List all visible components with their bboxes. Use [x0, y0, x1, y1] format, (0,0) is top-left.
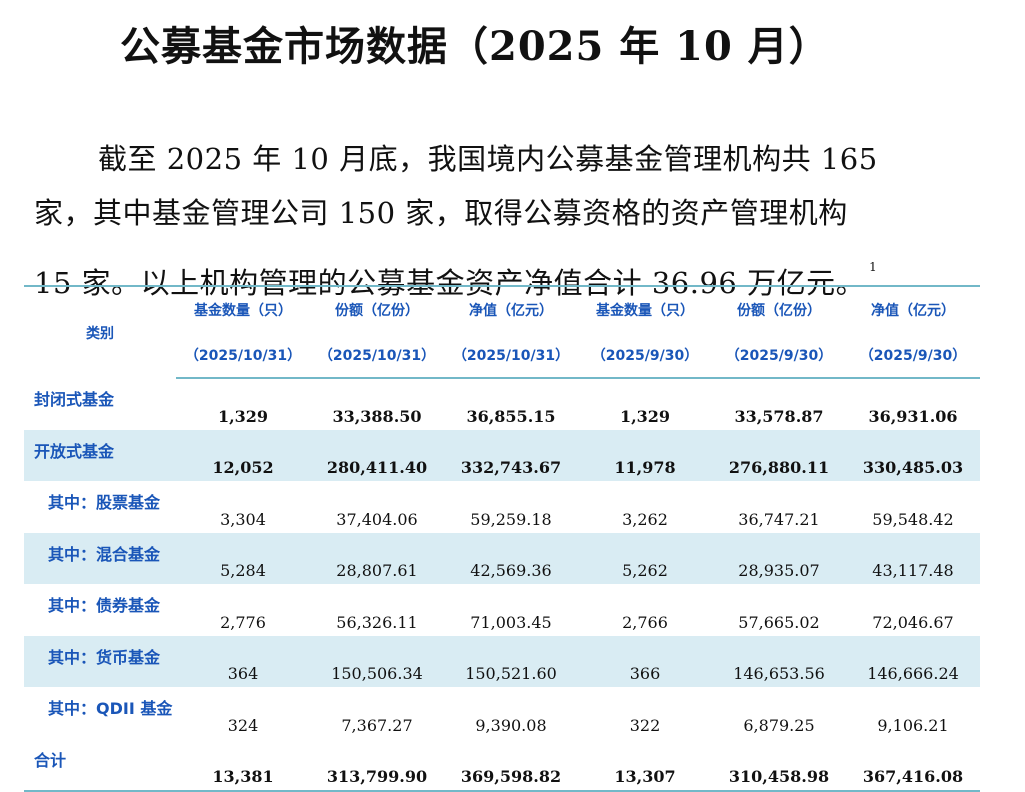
column-header-name: 份额（亿份） [737, 303, 821, 319]
table-cell: 57,665.02 [738, 612, 820, 632]
table-cell: 332,743.67 [444, 429, 578, 481]
category-header: 类别 [86, 325, 114, 342]
column-header-name: 净值（亿元） [469, 303, 553, 319]
table-cell: 146,666.24 [846, 635, 980, 687]
table-cell: 59,259.18 [470, 509, 552, 529]
table-cell: 43,117.48 [846, 532, 980, 584]
table-cell: 33,388.50 [332, 406, 422, 426]
column-header-date: （2025/10/31） [176, 333, 310, 379]
table-cell: 36,855.15 [466, 406, 556, 426]
table-cell: 276,880.11 [712, 429, 846, 481]
table-cell: 28,935.07 [712, 532, 846, 584]
table-cell: 13,381 [212, 767, 274, 786]
table-cell: 324 [227, 715, 259, 735]
table-row-total: 合计 13,381 313,799.90 369,598.82 13,307 3… [24, 739, 980, 792]
table-cell: 37,404.06 [336, 509, 418, 529]
summary-paragraph: 截至 2025 年 10 月底，我国境内公募基金管理机构共 165 家，其中基金… [34, 132, 914, 310]
row-label: 其中：混合基金 [24, 532, 176, 584]
table-cell: 71,003.45 [470, 612, 552, 632]
table-cell: 6,879.25 [743, 715, 815, 735]
row-label: 其中：股票基金 [48, 493, 161, 512]
column-header-name: 份额（亿份） [335, 303, 419, 319]
table-cell: 367,416.08 [862, 767, 964, 786]
table-cell: 322 [629, 715, 661, 735]
paragraph-line-1: 截至 2025 年 10 月底，我国境内公募基金管理机构共 165 [98, 142, 878, 176]
table-cell: 146,653.56 [712, 635, 846, 687]
table-cell: 369,598.82 [460, 767, 562, 786]
column-header-name: 基金数量（只） [596, 303, 694, 319]
column-header-date: （2025/10/31） [310, 333, 444, 379]
table-cell: 364 [176, 635, 310, 687]
column-header-date: （2025/9/30） [846, 333, 980, 379]
fund-data-table: 类别 基金数量（只） 份额（亿份） 净值（亿元） 基金数量（只） 份额（亿份） … [24, 285, 980, 792]
row-label: 其中：QDII 基金 [48, 699, 173, 718]
table-cell: 1,329 [217, 406, 269, 426]
table-header-row: 类别 基金数量（只） 份额（亿份） 净值（亿元） 基金数量（只） 份额（亿份） … [24, 286, 980, 342]
table-row: 其中：QDII 基金 324 7,367.27 9,390.08 322 6,8… [24, 687, 980, 739]
paragraph-line-2: 家，其中基金管理公司 150 家，取得公募资格的资产管理机构 [34, 196, 848, 230]
column-header-date: （2025/10/31） [444, 333, 578, 379]
table-cell: 33,578.87 [734, 406, 824, 426]
table-cell: 12,052 [176, 429, 310, 481]
row-label: 封闭式基金 [34, 390, 115, 409]
paragraph-line-3-text: 15 家。以上机构管理的公募基金资产净值合计 36.96 万亿元。 [34, 266, 866, 300]
table-cell: 310,458.98 [728, 767, 830, 786]
table-header-date-row: （2025/10/31） （2025/10/31） （2025/10/31） （… [24, 333, 980, 379]
table-row: 其中：股票基金 3,304 37,404.06 59,259.18 3,262 … [24, 481, 980, 533]
table-cell: 280,411.40 [310, 429, 444, 481]
row-label: 开放式基金 [24, 429, 176, 481]
row-label: 合计 [34, 750, 67, 770]
table-row: 封闭式基金 1,329 33,388.50 36,855.15 1,329 33… [24, 378, 980, 430]
table-row: 其中：混合基金 5,284 28,807.61 42,569.36 5,262 … [24, 532, 980, 584]
table-cell: 9,106.21 [877, 715, 949, 735]
table-cell: 59,548.42 [872, 509, 954, 529]
table-cell: 3,262 [622, 509, 668, 529]
table-cell: 5,284 [176, 532, 310, 584]
table-row: 其中：债券基金 2,776 56,326.11 71,003.45 2,766 … [24, 584, 980, 636]
table-row: 开放式基金 12,052 280,411.40 332,743.67 11,97… [24, 429, 980, 481]
row-label: 其中：债券基金 [48, 596, 161, 615]
table-cell: 36,747.21 [738, 509, 820, 529]
table-cell: 1,329 [619, 406, 671, 426]
table-cell: 5,262 [578, 532, 712, 584]
table-cell: 313,799.90 [326, 767, 428, 786]
table-row: 其中：货币基金 364 150,506.34 150,521.60 366 14… [24, 635, 980, 687]
table-cell: 2,776 [220, 612, 266, 632]
table-cell: 28,807.61 [310, 532, 444, 584]
column-header-name: 基金数量（只） [194, 303, 292, 319]
table-cell: 36,931.06 [868, 406, 958, 426]
table-cell: 13,307 [614, 767, 676, 786]
table-cell: 3,304 [220, 509, 266, 529]
column-header-date: （2025/9/30） [578, 333, 712, 379]
table-cell: 42,569.36 [444, 532, 578, 584]
table-cell: 330,485.03 [846, 429, 980, 481]
table-cell: 7,367.27 [341, 715, 413, 735]
table-cell: 11,978 [578, 429, 712, 481]
table-cell: 56,326.11 [336, 612, 418, 632]
column-header-date: （2025/9/30） [712, 333, 846, 379]
column-header-name: 净值（亿元） [871, 303, 955, 319]
paragraph-line-3: 15 家。以上机构管理的公募基金资产净值合计 36.96 万亿元。 1 [34, 240, 914, 310]
page-title: 公募基金市场数据（2025 年 10 月） [120, 23, 830, 70]
row-label: 其中：货币基金 [24, 635, 176, 687]
table-cell: 150,521.60 [444, 635, 578, 687]
footnote-marker: 1 [869, 260, 878, 274]
table-cell: 9,390.08 [475, 715, 547, 735]
table-cell: 2,766 [622, 612, 668, 632]
table-cell: 366 [578, 635, 712, 687]
table-cell: 72,046.67 [872, 612, 954, 632]
table-cell: 150,506.34 [310, 635, 444, 687]
